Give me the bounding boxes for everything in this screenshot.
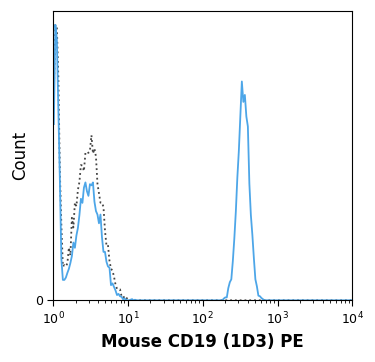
X-axis label: Mouse CD19 (1D3) PE: Mouse CD19 (1D3) PE bbox=[101, 333, 304, 351]
Y-axis label: Count: Count bbox=[11, 131, 29, 180]
